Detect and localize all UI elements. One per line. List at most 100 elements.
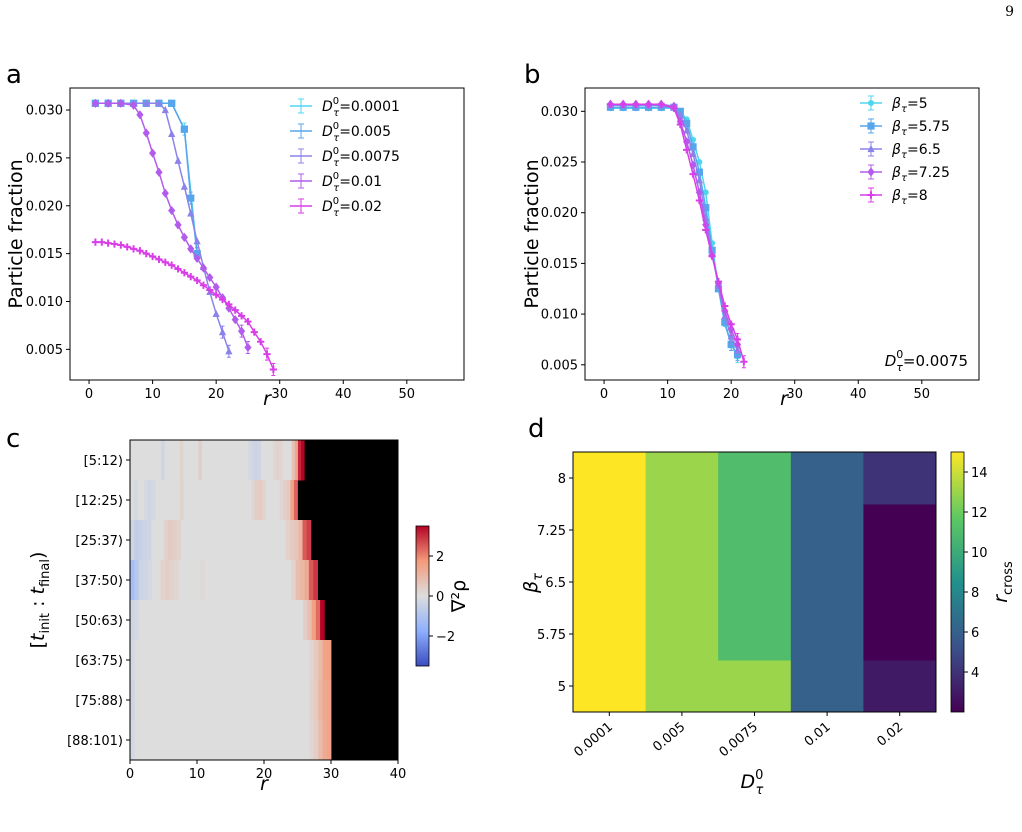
data-point [187,244,195,254]
data-point [218,295,227,304]
heatmap-cell [298,520,303,561]
heatmap-cell [147,480,152,521]
heatmap-cell [295,560,301,601]
data-point [237,326,246,336]
heatmap-cell [790,660,864,713]
colorbar-tick-label: 8 [971,586,979,601]
data-point [225,300,233,308]
heatmap-cell [573,452,647,505]
panel-b-legend: βτ=5 βτ=5.75 βτ=6.5 βτ=7.25 βτ=8 [860,95,950,207]
legend-entry-6.5: βτ=6.5 [891,142,941,161]
heatmap-cell [309,640,315,681]
data-point [670,104,678,112]
data-point [180,269,188,277]
colorbar-tick-label: −2 [436,630,455,645]
data-point [231,315,239,325]
x-tick-label: 0 [85,387,93,402]
data-point [136,247,144,255]
y-tick-label: 0.005 [541,358,578,373]
x-tick-label: 40 [850,387,867,402]
panel-b-ylabel: Particle fraction [521,159,543,308]
data-point [695,196,703,205]
heatmap-cell [301,440,305,481]
x-tick-label: 20 [723,387,740,402]
x-tick-label: 10 [144,387,161,402]
heatmap-cell [130,600,135,641]
panel-c-ylabel: [tinit : tfinal) [27,552,53,649]
panel-c-colorbar-axis: −2 0 2 [429,550,455,645]
data-point [212,282,220,292]
heatmap-cell [790,556,864,609]
heatmap-row [130,480,298,521]
data-point [632,100,640,108]
page-number: 9 [1005,4,1014,20]
legend-marker [867,144,875,153]
legend-entry-8: βτ=8 [891,188,928,207]
heatmap-cell [318,680,323,721]
heatmap-cell [276,440,280,481]
y-tick-label: 5.75 [537,628,566,643]
panel-label-b: b [524,60,541,90]
data-point [98,238,106,246]
heatmap-cell [318,640,323,681]
heatmap-cell [297,440,302,481]
data-point [702,226,710,234]
heatmap-cell [718,660,792,713]
panel-d-xlabel-symbol: D [741,771,756,793]
heatmap-row [130,560,318,601]
panel-a-frame [69,87,465,381]
data-point [174,220,182,230]
heatmap-cell [790,452,864,505]
legend-marker [867,167,875,177]
y-tick-label: 0.010 [26,295,63,310]
data-point [689,143,697,151]
legend-entry-5.75: βτ=5.75 [891,119,950,138]
panel-b-frame [584,87,980,381]
series-line-7.25 [610,103,739,345]
heatmap-cell [161,440,165,481]
heatmap-cell [176,520,181,561]
data-point [142,250,150,258]
data-point [199,281,208,289]
y-tick-label: 5 [558,680,566,695]
data-point [708,252,716,260]
row-label: [63:75) [75,654,123,669]
data-point [155,167,163,177]
heatmap-cell [308,560,314,601]
data-point [193,253,201,264]
data-point [727,332,735,340]
data-point [168,129,176,138]
panel-d-xlabel: D0 τ [741,768,764,798]
heatmap-cell [645,452,719,505]
heatmap-cell [254,480,259,521]
data-point [123,243,131,251]
data-point [168,99,176,107]
heatmap-cell [300,560,305,601]
data-point [193,237,201,245]
heatmap-cell [290,480,295,521]
data-point [136,110,144,120]
data-point [142,99,150,107]
heatmap-cell [254,440,258,481]
legend-errorbar [298,148,304,164]
y-tick-label: 8 [558,472,566,487]
data-point [91,238,100,246]
data-point [206,272,214,283]
heatmap-cell [130,720,135,761]
series-line-6.5 [610,104,739,351]
panel-label-c: c [6,424,20,454]
legend-marker [868,100,874,106]
heatmap-cell [322,640,328,681]
colorbar-tick-label: 10 [971,546,988,561]
series-line-5 [610,107,739,358]
heatmap-cell [286,480,291,521]
heatmap-cell [645,660,719,713]
x-tick-label: 20 [256,767,273,782]
heatmap-cell [261,480,266,521]
data-point [721,302,729,310]
y-tick-label: 0.020 [541,206,578,221]
data-point [161,258,169,266]
heatmap-cell [645,556,719,609]
row-label: [75:88) [75,694,123,709]
heatmap-cell [718,608,792,661]
